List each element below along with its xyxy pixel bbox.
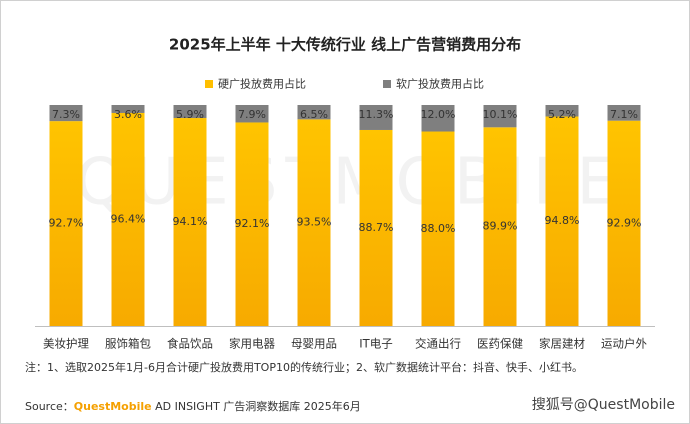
value-label: 12.0% <box>421 108 456 121</box>
value-label: 88.7% <box>359 221 394 234</box>
legend-label: 硬广投放费用占比 <box>218 77 306 91</box>
source-label: Source： <box>25 400 74 413</box>
x-tick-label: 母婴用品 <box>291 337 337 351</box>
x-tick-label: 家居建材 <box>539 337 585 351</box>
source: Source：QuestMobile AD INSIGHT 广告洞察数据库 20… <box>25 399 361 413</box>
bar-segment <box>173 118 207 326</box>
bar-segment <box>235 122 269 326</box>
x-tick-label: 服饰箱包 <box>105 337 151 351</box>
bar-segment <box>49 105 83 122</box>
bar-segment <box>607 105 641 121</box>
x-tick-label: IT电子 <box>359 337 392 351</box>
value-label: 11.3% <box>359 108 394 121</box>
x-tick-label: 家用电器 <box>229 337 275 351</box>
x-tick-label: 医药保健 <box>477 337 523 351</box>
value-label: 7.9% <box>238 108 266 121</box>
source-brand: QuestMobile <box>74 400 152 413</box>
legend-label: 软广投放费用占比 <box>396 77 484 91</box>
legend-swatch <box>205 80 213 88</box>
bar-segment <box>297 105 331 120</box>
legend-swatch <box>383 80 391 88</box>
note: 注：1、选取2025年1月-6月合计硬广投放费用TOP10的传统行业；2、软广数… <box>25 360 583 374</box>
bar-segment <box>545 116 579 326</box>
bar-segment <box>607 120 641 326</box>
watermark: QUESTMOBILE <box>75 146 625 220</box>
bar-segment <box>421 105 455 132</box>
chart-title: 2025年上半年 十大传统行业 线上广告营销费用分布 <box>169 36 521 54</box>
bar-segment <box>49 121 83 327</box>
value-label: 92.1% <box>235 217 270 230</box>
value-label: 96.4% <box>111 212 146 225</box>
x-tick-label: 美妆护理 <box>43 337 89 351</box>
bar-segment <box>421 131 455 326</box>
value-label: 92.9% <box>607 216 642 229</box>
bar-segment <box>483 105 517 128</box>
bar-segment <box>111 112 145 327</box>
bar-segment <box>111 105 145 113</box>
corner-mark: 搜狐号@QuestMobile <box>532 397 675 413</box>
value-label: 88.0% <box>421 222 456 235</box>
value-label: 5.9% <box>176 108 204 121</box>
bar-segment <box>235 105 269 123</box>
value-label: 94.1% <box>173 215 208 228</box>
value-label: 3.6% <box>114 108 142 121</box>
bar-segment <box>173 105 207 119</box>
bar-segment <box>359 129 393 326</box>
value-label: 5.2% <box>548 108 576 121</box>
value-label: 10.1% <box>483 108 518 121</box>
bar-segment <box>359 105 393 130</box>
value-label: 7.3% <box>52 108 80 121</box>
value-label: 93.5% <box>297 216 332 229</box>
x-tick-label: 运动户外 <box>601 337 647 351</box>
bar-segment <box>483 127 517 326</box>
x-tick-label: 交通出行 <box>415 337 461 351</box>
source-text: AD INSIGHT 广告洞察数据库 2025年6月 <box>152 399 361 413</box>
value-label: 7.1% <box>610 108 638 121</box>
bar-segment <box>297 119 331 327</box>
value-label: 6.5% <box>300 108 328 121</box>
value-label: 94.8% <box>545 214 580 227</box>
bar-segment <box>545 105 579 117</box>
x-tick-label: 食品饮品 <box>167 337 213 351</box>
value-label: 92.7% <box>49 217 84 230</box>
value-label: 89.9% <box>483 220 518 233</box>
